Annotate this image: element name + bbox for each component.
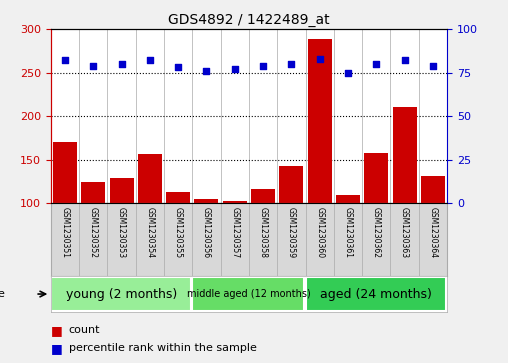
Text: GSM1230364: GSM1230364 — [428, 207, 437, 258]
Text: GSM1230360: GSM1230360 — [315, 207, 324, 258]
Point — [231, 66, 239, 72]
Bar — [195, 199, 218, 203]
Text: GSM1230361: GSM1230361 — [343, 207, 353, 258]
Bar — [393, 107, 417, 203]
Point — [288, 61, 296, 67]
Point — [146, 57, 154, 63]
Text: ■: ■ — [51, 342, 62, 355]
Text: ■: ■ — [51, 324, 62, 337]
Text: GSM1230352: GSM1230352 — [89, 207, 98, 258]
Bar — [251, 189, 275, 203]
Text: middle aged (12 months): middle aged (12 months) — [187, 289, 311, 299]
FancyBboxPatch shape — [305, 277, 446, 311]
Bar — [166, 192, 190, 203]
Text: young (2 months): young (2 months) — [66, 287, 177, 301]
Text: GSM1230363: GSM1230363 — [400, 207, 409, 258]
FancyBboxPatch shape — [51, 277, 191, 311]
Text: GSM1230359: GSM1230359 — [287, 207, 296, 258]
Bar — [421, 176, 445, 203]
Text: GSM1230356: GSM1230356 — [202, 207, 211, 258]
Text: GSM1230362: GSM1230362 — [372, 207, 381, 258]
Bar — [308, 38, 332, 203]
FancyBboxPatch shape — [193, 277, 304, 311]
Point — [259, 63, 267, 69]
Point — [429, 63, 437, 69]
Bar — [53, 142, 77, 203]
Point — [400, 57, 408, 63]
Text: GSM1230358: GSM1230358 — [259, 207, 268, 258]
Text: age: age — [0, 289, 5, 299]
Point — [89, 63, 98, 69]
Bar — [81, 182, 105, 203]
Point — [315, 56, 324, 62]
Point — [117, 61, 125, 67]
Text: GSM1230353: GSM1230353 — [117, 207, 126, 258]
Bar — [364, 153, 388, 203]
Bar — [223, 201, 247, 203]
Point — [372, 61, 380, 67]
Text: percentile rank within the sample: percentile rank within the sample — [69, 343, 257, 354]
Text: GSM1230354: GSM1230354 — [145, 207, 154, 258]
Title: GDS4892 / 1422489_at: GDS4892 / 1422489_at — [168, 13, 330, 26]
Bar — [279, 166, 303, 203]
Text: GSM1230357: GSM1230357 — [230, 207, 239, 258]
Text: GSM1230351: GSM1230351 — [60, 207, 70, 258]
Text: aged (24 months): aged (24 months) — [321, 287, 432, 301]
Bar — [336, 195, 360, 203]
Bar — [110, 178, 134, 203]
Point — [174, 65, 182, 70]
Text: GSM1230355: GSM1230355 — [174, 207, 183, 258]
Bar — [138, 154, 162, 203]
Point — [202, 68, 210, 74]
Text: count: count — [69, 325, 100, 335]
Point — [61, 57, 69, 63]
Point — [344, 70, 352, 76]
